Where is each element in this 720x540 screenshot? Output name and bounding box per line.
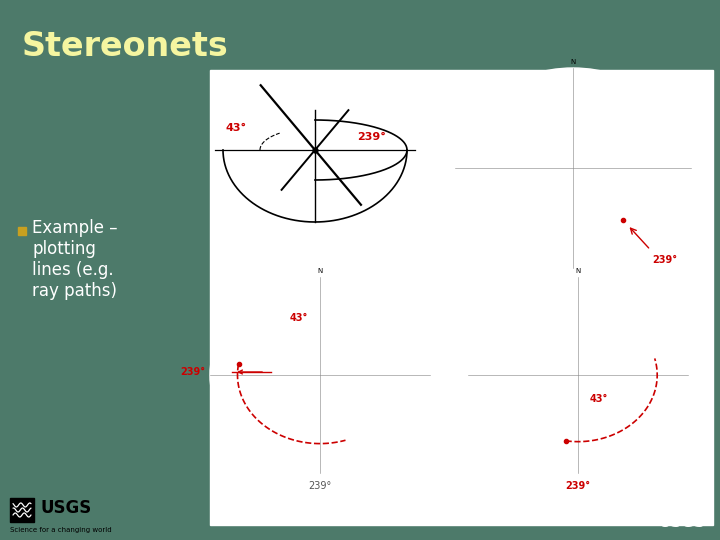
Ellipse shape: [455, 68, 691, 268]
Text: Example –: Example –: [32, 219, 117, 237]
Text: 239°: 239°: [308, 481, 332, 491]
Text: 43°: 43°: [289, 313, 308, 323]
Text: N: N: [575, 268, 580, 274]
Text: 239°: 239°: [357, 132, 386, 142]
Text: 43°: 43°: [226, 123, 247, 133]
Text: ray paths): ray paths): [32, 282, 117, 300]
Text: 239°: 239°: [652, 255, 678, 265]
Bar: [10, 498, 34, 522]
Ellipse shape: [210, 277, 430, 473]
Bar: [210, 70, 713, 525]
Text: lines (e.g.: lines (e.g.: [32, 261, 114, 279]
Text: Stereonets: Stereonets: [22, 30, 229, 63]
Text: N: N: [570, 59, 575, 65]
Text: USGS: USGS: [659, 515, 706, 530]
Text: Science for a changing world: Science for a changing world: [10, 527, 112, 533]
Text: 239°: 239°: [565, 481, 590, 491]
Text: N: N: [318, 268, 323, 274]
Text: 239°: 239°: [180, 367, 205, 377]
Bar: [18, 227, 26, 235]
Text: 43°: 43°: [590, 395, 608, 404]
Text: plotting: plotting: [32, 240, 96, 258]
Text: USGS: USGS: [40, 499, 91, 517]
Ellipse shape: [468, 277, 688, 473]
